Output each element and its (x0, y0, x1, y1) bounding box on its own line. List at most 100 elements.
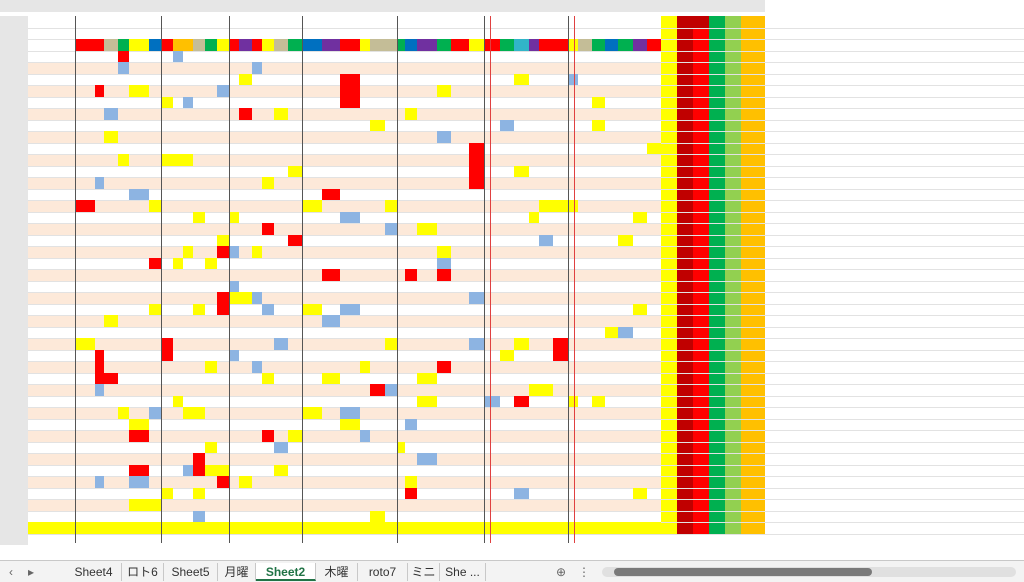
number-cell[interactable] (405, 476, 417, 488)
row-header[interactable] (0, 372, 28, 384)
number-cell[interactable] (633, 487, 647, 499)
number-cell[interactable] (104, 131, 118, 143)
number-cell[interactable] (274, 464, 288, 476)
number-cell[interactable] (262, 372, 274, 384)
date-cell[interactable] (28, 62, 47, 74)
count-cell[interactable] (725, 327, 741, 339)
number-cell[interactable] (592, 395, 605, 407)
count-cell[interactable] (725, 465, 741, 477)
number-cell[interactable] (360, 143, 370, 155)
number-cell[interactable] (370, 373, 385, 385)
count-cell[interactable] (661, 223, 677, 235)
column-header[interactable] (161, 0, 173, 12)
count-cell[interactable] (725, 304, 741, 316)
round-cell[interactable] (47, 453, 75, 465)
count-cell[interactable] (677, 62, 693, 74)
count-cell[interactable] (677, 154, 693, 166)
count-cell[interactable] (725, 315, 741, 327)
count-cell[interactable] (741, 154, 765, 166)
count-cell[interactable] (677, 108, 693, 120)
count-cell[interactable] (725, 154, 741, 166)
number-header[interactable] (288, 39, 302, 51)
number-cell[interactable] (514, 338, 529, 350)
count-cell[interactable] (741, 74, 765, 86)
total-number[interactable] (193, 522, 205, 534)
number-cell[interactable] (75, 384, 95, 396)
row-header[interactable] (0, 234, 28, 246)
number-cell[interactable] (568, 200, 578, 212)
number-cell[interactable] (239, 97, 252, 109)
number-cell[interactable] (252, 292, 262, 304)
number-cell[interactable] (205, 476, 217, 488)
number-cell[interactable] (568, 73, 578, 85)
count-cell[interactable] (661, 258, 677, 270)
right-header[interactable] (693, 16, 709, 28)
count-cell[interactable] (693, 488, 709, 500)
count-cell[interactable] (661, 292, 677, 304)
number-cell[interactable] (274, 108, 288, 120)
count-cell[interactable] (661, 189, 677, 201)
count-cell[interactable] (693, 235, 709, 247)
column-header[interactable] (302, 0, 322, 12)
count-cell[interactable] (709, 120, 725, 132)
count-cell[interactable] (693, 120, 709, 132)
select-all-corner[interactable] (0, 0, 28, 12)
column-header[interactable] (693, 0, 709, 12)
number-cell[interactable] (95, 177, 104, 189)
sheet-tab[interactable]: Sheet5 (164, 563, 218, 581)
count-cell[interactable] (709, 419, 725, 431)
right-header[interactable] (709, 16, 725, 28)
number-header[interactable] (605, 39, 618, 51)
number-header[interactable] (539, 39, 553, 51)
number-cell[interactable] (370, 177, 385, 189)
number-cell[interactable] (647, 189, 661, 201)
count-cell[interactable] (741, 419, 765, 431)
number-header[interactable] (252, 39, 262, 51)
number-cell[interactable] (161, 96, 173, 108)
number-cell[interactable] (592, 96, 605, 108)
count-cell[interactable] (725, 212, 741, 224)
number-cell[interactable] (437, 235, 451, 247)
count-cell[interactable] (677, 281, 693, 293)
column-header[interactable] (252, 0, 262, 12)
round-cell[interactable] (47, 97, 75, 109)
count-cell[interactable] (661, 373, 677, 385)
date-cell[interactable] (28, 304, 47, 316)
round-cell[interactable] (47, 488, 75, 500)
date-cell[interactable] (28, 131, 47, 143)
number-cell[interactable] (239, 108, 252, 120)
number-cell[interactable] (451, 499, 469, 511)
number-cell[interactable] (417, 223, 437, 235)
column-header[interactable] (47, 0, 75, 12)
count-cell[interactable] (677, 396, 693, 408)
row-header[interactable] (0, 211, 28, 223)
count-cell[interactable] (725, 143, 741, 155)
column-header[interactable] (469, 0, 484, 12)
number-cell[interactable] (104, 315, 118, 327)
number-cell[interactable] (217, 85, 229, 97)
round-cell[interactable] (47, 85, 75, 97)
count-cell[interactable] (741, 97, 765, 109)
row-header[interactable] (0, 303, 28, 315)
number-cell[interactable] (95, 442, 104, 454)
number-cell[interactable] (437, 315, 451, 327)
count-cell[interactable] (693, 407, 709, 419)
row-header[interactable] (0, 223, 28, 235)
number-cell[interactable] (205, 108, 217, 120)
count-cell[interactable] (661, 442, 677, 454)
number-cell[interactable] (229, 97, 239, 109)
date-cell[interactable] (28, 120, 47, 132)
number-header[interactable] (360, 39, 370, 51)
number-cell[interactable] (484, 476, 500, 488)
column-header[interactable] (661, 0, 677, 12)
count-cell[interactable] (741, 200, 765, 212)
count-cell[interactable] (661, 235, 677, 247)
count-cell[interactable] (693, 511, 709, 523)
number-cell[interactable] (417, 511, 437, 523)
row-header[interactable] (0, 499, 28, 511)
number-cell[interactable] (469, 246, 484, 258)
date-cell[interactable] (28, 350, 47, 362)
number-cell[interactable] (618, 234, 633, 246)
count-cell[interactable] (741, 292, 765, 304)
number-cell[interactable] (173, 50, 183, 62)
